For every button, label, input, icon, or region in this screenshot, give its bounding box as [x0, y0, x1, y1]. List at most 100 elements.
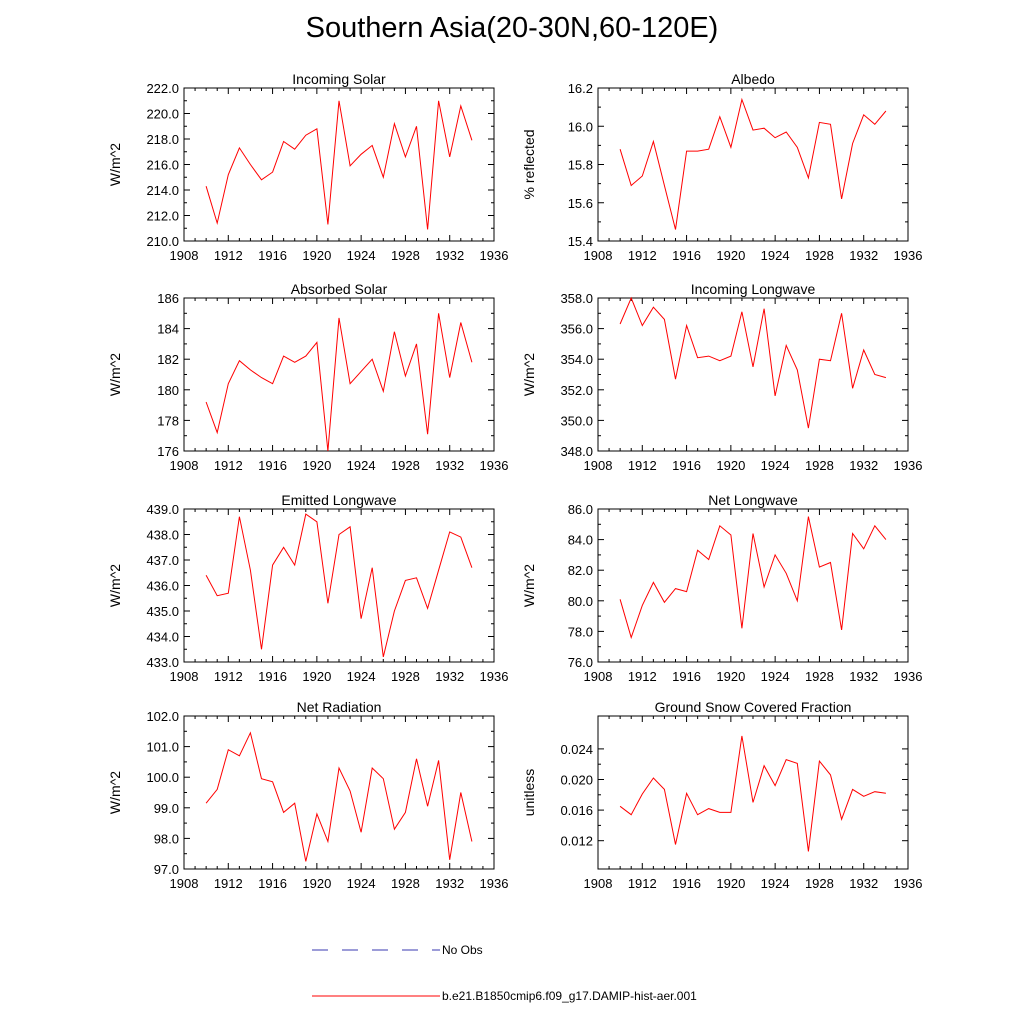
y-axis-label: W/m^2	[107, 564, 123, 607]
x-tick-label: 1928	[805, 458, 834, 473]
x-tick-label: 1908	[170, 458, 199, 473]
y-axis-label: unitless	[521, 769, 537, 816]
x-tick-label: 1908	[170, 669, 199, 684]
y-tick-label: 186	[157, 291, 179, 306]
x-tick-label: 1928	[391, 458, 420, 473]
y-tick-label: 210.0	[146, 234, 179, 249]
x-tick-label: 1908	[170, 876, 199, 891]
y-tick-label: 434.0	[146, 630, 179, 645]
chart-title: Ground Snow Covered Fraction	[655, 699, 852, 715]
chart-panel: Ground Snow Covered Fraction unitless 1908…	[521, 699, 922, 891]
legend-model-label: b.e21.B1850cmip6.f09_g17.DAMIP-hist-aer.…	[442, 989, 697, 1003]
x-tick-label: 1928	[805, 876, 834, 891]
y-tick-label: 212.0	[146, 209, 179, 224]
y-tick-label: 0.024	[560, 742, 593, 757]
chart-title: Absorbed Solar	[291, 281, 388, 297]
x-tick-label: 1912	[628, 458, 657, 473]
x-tick-label: 1912	[214, 248, 243, 263]
x-tick-label: 1924	[347, 458, 376, 473]
x-tick-label: 1936	[480, 458, 509, 473]
x-tick-label: 1912	[214, 458, 243, 473]
x-tick-label: 1912	[628, 669, 657, 684]
y-tick-label: 180	[157, 383, 179, 398]
y-tick-label: 184	[157, 322, 179, 337]
y-axis-label: W/m^2	[107, 143, 123, 186]
x-tick-label: 1932	[435, 248, 464, 263]
y-tick-label: 182	[157, 352, 179, 367]
y-tick-label: 348.0	[560, 444, 593, 459]
y-tick-label: 101.0	[146, 740, 179, 755]
chart-title: Incoming Longwave	[691, 281, 816, 297]
x-tick-label: 1932	[435, 458, 464, 473]
chart-panel: Incoming Solar W/m^2 1908 1912 1916 1920 1924 1…	[107, 71, 508, 263]
x-tick-label: 1924	[761, 876, 790, 891]
plot-frame	[183, 715, 495, 870]
plot-frame	[183, 508, 495, 663]
y-tick-label: 218.0	[146, 132, 179, 147]
x-tick-label: 1924	[761, 669, 790, 684]
x-tick-label: 1916	[258, 248, 287, 263]
x-tick-label: 1908	[170, 248, 199, 263]
series-line	[619, 516, 887, 640]
x-tick-label: 1936	[894, 458, 923, 473]
y-axis-label: % reflected	[521, 129, 537, 199]
y-tick-label: 76.0	[568, 655, 593, 670]
chart-title: Net Radiation	[297, 699, 382, 715]
series-line	[205, 513, 473, 658]
x-tick-label: 1936	[480, 876, 509, 891]
legend: No Obs b.e21.B1850cmip6.f09_g17.DAMIP-hi…	[312, 943, 697, 1003]
y-tick-label: 16.0	[568, 119, 593, 134]
y-tick-label: 433.0	[146, 655, 179, 670]
x-tick-label: 1924	[347, 876, 376, 891]
x-tick-label: 1916	[672, 876, 701, 891]
x-tick-label: 1916	[672, 458, 701, 473]
x-tick-label: 1936	[480, 669, 509, 684]
chart-title: Incoming Solar	[292, 71, 386, 87]
x-tick-label: 1928	[805, 669, 834, 684]
y-tick-label: 15.6	[568, 196, 593, 211]
y-tick-label: 222.0	[146, 81, 179, 96]
y-tick-label: 16.2	[568, 81, 593, 96]
series-line	[619, 735, 886, 852]
y-tick-label: 358.0	[560, 291, 593, 306]
x-tick-label: 1924	[761, 458, 790, 473]
x-tick-label: 1932	[435, 669, 464, 684]
x-tick-label: 1932	[849, 248, 878, 263]
x-tick-label: 1908	[584, 669, 613, 684]
y-tick-label: 220.0	[146, 107, 179, 122]
x-tick-label: 1916	[258, 876, 287, 891]
y-tick-label: 437.0	[146, 553, 179, 568]
x-tick-label: 1928	[391, 248, 420, 263]
x-tick-label: 1908	[584, 458, 613, 473]
y-tick-label: 97.0	[154, 862, 179, 877]
x-tick-label: 1920	[716, 248, 745, 263]
series-line	[205, 731, 473, 862]
x-tick-label: 1920	[716, 669, 745, 684]
y-tick-label: 0.016	[560, 803, 593, 818]
x-tick-label: 1932	[849, 458, 878, 473]
legend-obs-label: No Obs	[442, 943, 483, 957]
x-tick-label: 1928	[391, 669, 420, 684]
x-tick-label: 1908	[584, 876, 613, 891]
x-tick-label: 1912	[628, 248, 657, 263]
y-tick-label: 438.0	[146, 528, 179, 543]
x-tick-label: 1924	[761, 248, 790, 263]
y-tick-label: 435.0	[146, 604, 179, 619]
y-tick-label: 102.0	[146, 709, 179, 724]
x-tick-label: 1916	[672, 669, 701, 684]
x-tick-label: 1936	[894, 876, 923, 891]
x-tick-label: 1928	[391, 876, 420, 891]
y-tick-label: 436.0	[146, 579, 179, 594]
x-tick-label: 1916	[258, 669, 287, 684]
x-tick-label: 1924	[347, 248, 376, 263]
y-tick-label: 80.0	[568, 594, 593, 609]
plot-frame	[183, 87, 495, 242]
series-line	[619, 296, 887, 429]
x-tick-label: 1936	[894, 248, 923, 263]
x-tick-label: 1912	[214, 876, 243, 891]
chart-panel: Albedo % reflected 1908 1912 1916 1920 1924 192…	[521, 71, 922, 263]
y-tick-label: 82.0	[568, 563, 593, 578]
x-tick-label: 1932	[849, 669, 878, 684]
plot-frame	[597, 87, 909, 242]
